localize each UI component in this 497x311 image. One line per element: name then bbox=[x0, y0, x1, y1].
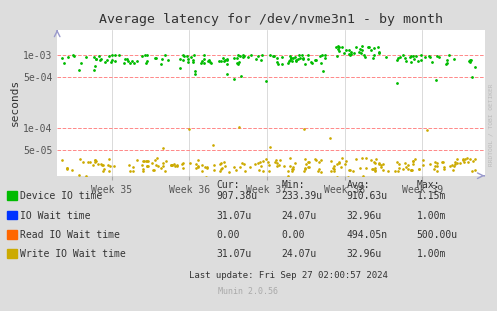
Text: 32.96u: 32.96u bbox=[346, 211, 382, 220]
Text: Read IO Wait time: Read IO Wait time bbox=[20, 230, 120, 240]
Text: RRDTOOL / TOBI OETIKER: RRDTOOL / TOBI OETIKER bbox=[489, 83, 494, 166]
Text: 1.15m: 1.15m bbox=[416, 191, 446, 201]
Text: Avg:: Avg: bbox=[346, 180, 370, 190]
Title: Average latency for /dev/nvme3n1 - by month: Average latency for /dev/nvme3n1 - by mo… bbox=[99, 13, 443, 26]
Text: Last update: Fri Sep 27 02:00:57 2024: Last update: Fri Sep 27 02:00:57 2024 bbox=[189, 271, 388, 280]
Text: 0.00: 0.00 bbox=[282, 230, 305, 240]
Y-axis label: seconds: seconds bbox=[10, 79, 20, 126]
Text: 1.00m: 1.00m bbox=[416, 249, 446, 259]
Text: 0.00: 0.00 bbox=[216, 230, 240, 240]
Text: 31.07u: 31.07u bbox=[216, 249, 251, 259]
Text: Device IO time: Device IO time bbox=[20, 191, 102, 201]
Text: 907.38u: 907.38u bbox=[216, 191, 257, 201]
Text: Max:: Max: bbox=[416, 180, 440, 190]
Text: 24.07u: 24.07u bbox=[282, 211, 317, 220]
Text: 31.07u: 31.07u bbox=[216, 211, 251, 220]
Text: 910.63u: 910.63u bbox=[346, 191, 388, 201]
Text: 233.39u: 233.39u bbox=[282, 191, 323, 201]
Text: IO Wait time: IO Wait time bbox=[20, 211, 91, 220]
Text: 24.07u: 24.07u bbox=[282, 249, 317, 259]
Text: 494.05n: 494.05n bbox=[346, 230, 388, 240]
Text: Write IO Wait time: Write IO Wait time bbox=[20, 249, 126, 259]
Text: Min:: Min: bbox=[282, 180, 305, 190]
Text: Munin 2.0.56: Munin 2.0.56 bbox=[219, 287, 278, 296]
Text: 32.96u: 32.96u bbox=[346, 249, 382, 259]
Text: 500.00u: 500.00u bbox=[416, 230, 458, 240]
Text: 1.00m: 1.00m bbox=[416, 211, 446, 220]
Text: Cur:: Cur: bbox=[216, 180, 240, 190]
